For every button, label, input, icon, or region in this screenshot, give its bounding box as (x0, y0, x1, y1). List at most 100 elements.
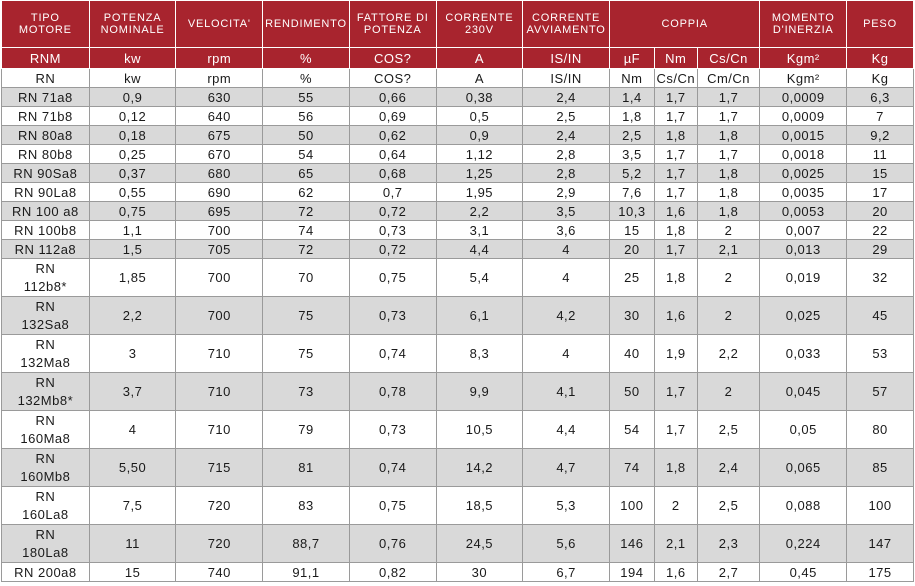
table-row: RN 90La8 0,55 690 62 0,7 1,95 2,9 7,6 1,7 1,8 0,00… (1, 182, 914, 202)
table-row: RN 132Ma8 3 710 75 0,74 8,3 4 40 1,9 2,2 0,033 53 (1, 334, 914, 373)
value-cell: 2,2 (435, 201, 524, 221)
table-row: RN 112a8 1,5 705 72 0,72 4,4 4 20 1,7 2,1 0,013 29 (1, 239, 914, 259)
value-cell: 0,0018 (759, 144, 848, 164)
value-cell: 2,4 (522, 125, 610, 145)
value-cell: 0,0025 (759, 163, 848, 183)
value-cell: 720 (175, 524, 264, 563)
value-cell: 4,4 (435, 239, 524, 259)
motor-type-cell: RN 90Sa8 (1, 163, 90, 183)
value-cell: 710 (175, 372, 264, 411)
value-cell: 700 (175, 296, 264, 335)
value-cell: 24,5 (435, 524, 524, 563)
value-cell: 695 (175, 201, 264, 221)
value-cell: 0,74 (348, 448, 437, 487)
header-fattore-potenza: FATTORE DI POTENZA (348, 0, 437, 48)
motor-type-cell: RN 100 a8 (1, 201, 90, 221)
value-cell: 1,7 (653, 87, 698, 107)
value-cell: 83 (262, 486, 350, 525)
value-cell: 29 (846, 239, 914, 259)
value-cell: 720 (175, 486, 264, 525)
motor-type-cell: RN 112a8 (1, 239, 90, 259)
motor-type-cell: RN 100b8 (1, 220, 90, 240)
value-cell: 1,7 (653, 182, 698, 202)
subunit-cell: RN (1, 68, 90, 88)
value-cell: 3 (88, 334, 177, 373)
value-cell: 15 (88, 562, 177, 582)
value-cell: 2 (696, 372, 761, 411)
value-cell: 79 (262, 410, 350, 449)
value-cell: 1,8 (696, 201, 761, 221)
value-cell: 1,8 (696, 125, 761, 145)
value-cell: 6,7 (522, 562, 610, 582)
value-cell: 0,66 (348, 87, 437, 107)
value-cell: 50 (608, 372, 655, 411)
value-cell: 14,2 (435, 448, 524, 487)
unit-cell: rpm (175, 47, 264, 69)
motor-type-cell: RN 160La8 (1, 486, 90, 525)
value-cell: 54 (262, 144, 350, 164)
subunit-cell: Kg (846, 68, 914, 88)
value-cell: 32 (846, 258, 914, 297)
header-momento-inerzia: MOMENTO D'INERZIA (759, 0, 848, 48)
value-cell: 1,7 (653, 239, 698, 259)
value-cell: 72 (262, 201, 350, 221)
value-cell: 2,5 (522, 106, 610, 126)
value-cell: 11 (88, 524, 177, 563)
value-cell: 81 (262, 448, 350, 487)
subunit-cell: IS/IN (522, 68, 610, 88)
table-row: RN 132Mb8* 3,7 710 73 0,78 9,9 4,1 50 1,7 2 0,045 5… (1, 372, 914, 411)
value-cell: 0,38 (435, 87, 524, 107)
motor-type-cell: RN 80a8 (1, 125, 90, 145)
value-cell: 4,1 (522, 372, 610, 411)
motor-type-cell: RN 80b8 (1, 144, 90, 164)
value-cell: 700 (175, 258, 264, 297)
value-cell: 15 (608, 220, 655, 240)
value-cell: 73 (262, 372, 350, 411)
value-cell: 1,9 (653, 334, 698, 373)
value-cell: 0,045 (759, 372, 848, 411)
table-row: RN 160Ma8 4 710 79 0,73 10,5 4,4 54 1,7 2,5 0,05 80 (1, 410, 914, 449)
motor-type-cell: RN 90La8 (1, 182, 90, 202)
value-cell: 630 (175, 87, 264, 107)
subunit-cell: A (435, 68, 524, 88)
value-cell: 40 (608, 334, 655, 373)
value-cell: 100 (608, 486, 655, 525)
value-cell: 6,1 (435, 296, 524, 335)
value-cell: 0,74 (348, 334, 437, 373)
value-cell: 690 (175, 182, 264, 202)
value-cell: 20 (846, 201, 914, 221)
subunit-cell: Cm/Cn (696, 68, 761, 88)
unit-cell: Nm (653, 47, 698, 69)
value-cell: 705 (175, 239, 264, 259)
table-row: RN 80a8 0,18 675 50 0,62 0,9 2,4 2,5 1,8 1,8 0,001… (1, 125, 914, 145)
value-cell: 5,3 (522, 486, 610, 525)
value-cell: 3,5 (522, 201, 610, 221)
value-cell: 4 (88, 410, 177, 449)
value-cell: 0,007 (759, 220, 848, 240)
value-cell: 8,3 (435, 334, 524, 373)
value-cell: 680 (175, 163, 264, 183)
value-cell: 1,7 (653, 144, 698, 164)
value-cell: 1,7 (653, 163, 698, 183)
value-cell: 3,6 (522, 220, 610, 240)
value-cell: 5,4 (435, 258, 524, 297)
unit-cell: Kg (846, 47, 914, 69)
table-row: RN 160La8 7,5 720 83 0,75 18,5 5,3 100 2 2,5 0,088… (1, 486, 914, 525)
value-cell: 3,5 (608, 144, 655, 164)
value-cell: 0,78 (348, 372, 437, 411)
subunit-cell: COS? (348, 68, 437, 88)
value-cell: 0,0053 (759, 201, 848, 221)
value-cell: 710 (175, 334, 264, 373)
value-cell: 2,9 (522, 182, 610, 202)
value-cell: 2,4 (696, 448, 761, 487)
table-row: RN 160Mb8 5,50 715 81 0,74 14,2 4,7 74 1,8 2,4 0,0… (1, 448, 914, 487)
unit-cell: % (262, 47, 350, 69)
value-cell: 4 (522, 239, 610, 259)
value-cell: 0,73 (348, 220, 437, 240)
value-cell: 2,3 (696, 524, 761, 563)
value-cell: 4,2 (522, 296, 610, 335)
value-cell: 4,7 (522, 448, 610, 487)
value-cell: 2,8 (522, 163, 610, 183)
motor-type-cell: RN 160Ma8 (1, 410, 90, 449)
value-cell: 18,5 (435, 486, 524, 525)
